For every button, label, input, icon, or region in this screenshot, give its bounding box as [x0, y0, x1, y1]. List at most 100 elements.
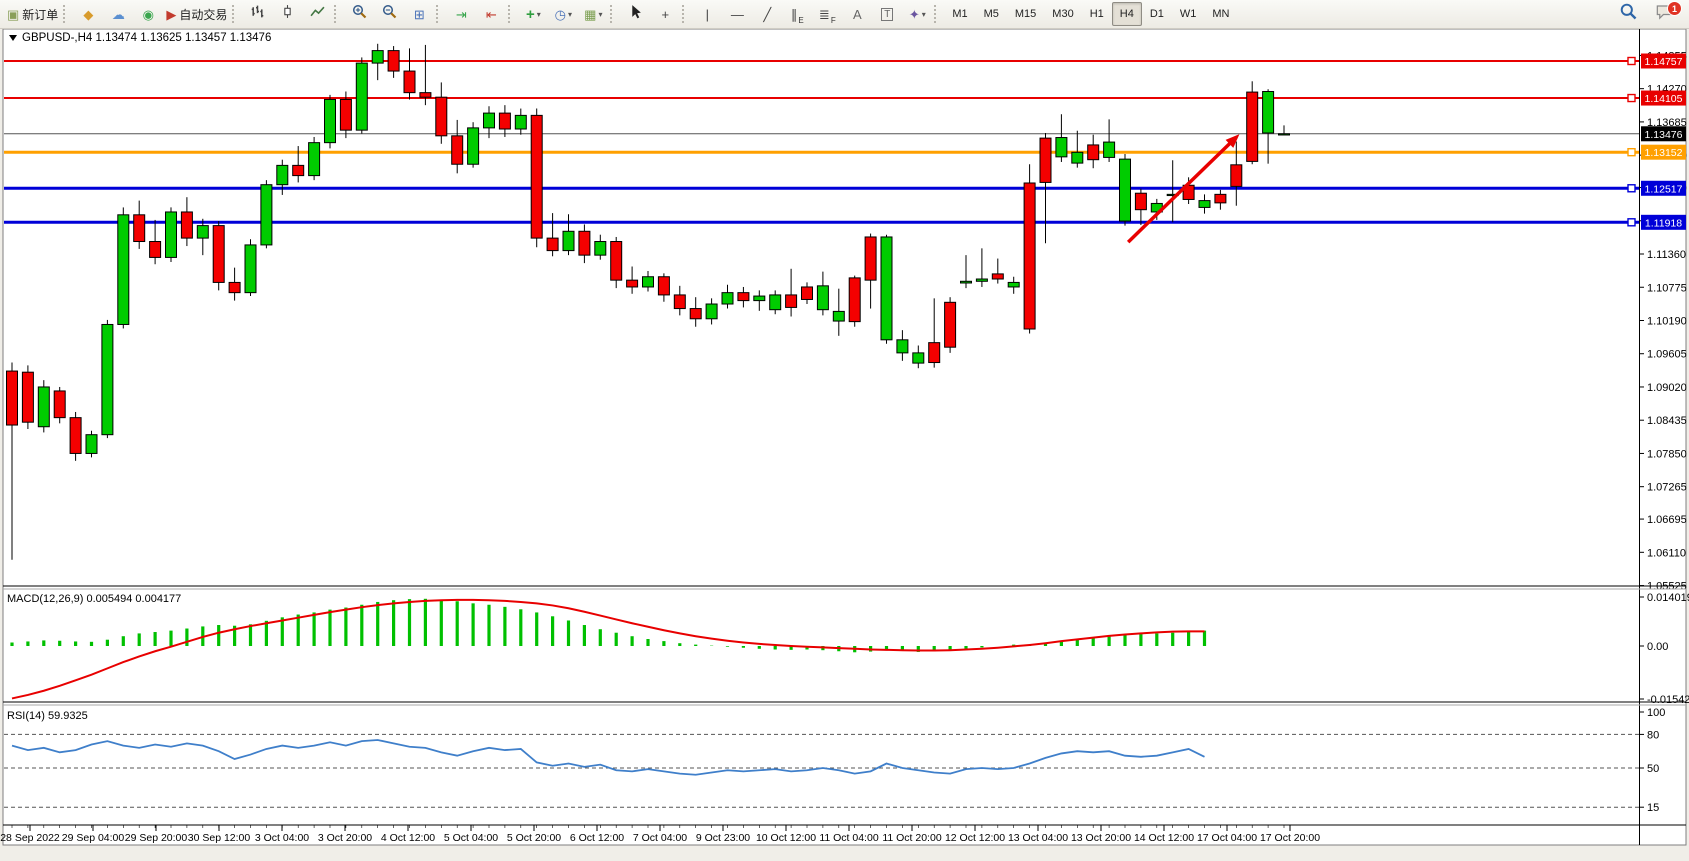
timeframe-button-m30[interactable]: M30	[1052, 8, 1074, 20]
line-handle[interactable]	[1627, 56, 1636, 66]
time-tick-label: 7 Oct 04:00	[633, 832, 687, 844]
chevron-down-icon[interactable]: ▾	[536, 9, 541, 19]
tile-windows-button[interactable]: ⊞	[404, 2, 434, 26]
templates-button[interactable]: ▦ ▾	[578, 2, 608, 26]
timeframe-button-mn[interactable]: MN	[1212, 8, 1230, 20]
timeframe-button-m5[interactable]: M5	[983, 8, 999, 20]
arrow-tools-button[interactable]: ✦ ▾	[902, 2, 932, 26]
candle-body	[1039, 137, 1052, 183]
horizontal-line-button[interactable]: —	[722, 2, 752, 26]
price-tick-label: 1.06110	[1647, 547, 1686, 559]
timeframe-button-w1[interactable]: W1	[1179, 8, 1197, 20]
horizontal-line-icon: —	[730, 6, 744, 22]
trendline-button[interactable]: ╱	[752, 2, 782, 26]
auto-scroll-icon: ⇥	[455, 6, 467, 22]
crosshair-icon: +	[661, 6, 670, 22]
line-handle[interactable]	[1627, 184, 1636, 193]
search-icon	[1620, 3, 1637, 25]
candle-body	[403, 70, 416, 94]
chart-shift-button[interactable]: ⇤	[476, 2, 506, 26]
market-watch-button[interactable]: ◆	[73, 2, 103, 26]
price-pane[interactable]: GBPUSD-,H4 1.13474 1.13625 1.13457 1.134…	[4, 19, 1639, 560]
zoom-out-button[interactable]	[374, 2, 404, 26]
candle-body	[705, 303, 718, 320]
channel-icon: ∥	[790, 6, 798, 22]
bar-chart-button[interactable]	[242, 2, 272, 26]
candle-body	[324, 98, 336, 144]
time-tick-label: 12 Oct 12:00	[945, 832, 1005, 844]
candle-body	[785, 294, 798, 308]
candle-body	[244, 244, 257, 294]
price-tick-label: 1.09020	[1647, 382, 1687, 394]
time-tick-label: 17 Oct 20:00	[1260, 832, 1320, 844]
rsi-pane[interactable]: RSI(14) 59.9325	[4, 710, 1639, 808]
price-badge-label: 1.14757	[1645, 56, 1683, 68]
candle-body	[1198, 200, 1211, 208]
timeframe-button-m15[interactable]: M15	[1014, 8, 1037, 20]
fibonacci-button[interactable]: ≣ F	[812, 2, 842, 26]
cursor-button[interactable]	[620, 2, 650, 26]
line-chart-icon	[310, 4, 325, 24]
candle-body	[928, 342, 941, 364]
candle-body	[483, 112, 495, 129]
time-tick-label: 28 Sep 2022	[0, 832, 60, 844]
publish-chart-button[interactable]: ☁	[103, 2, 133, 26]
text-label-button[interactable]: T	[872, 2, 902, 26]
template-chart-icon: ▦	[584, 6, 597, 22]
periods-button[interactable]: ◷ ▾	[548, 2, 578, 26]
chevron-down-icon[interactable]: ▾	[567, 9, 572, 19]
time-tick-label: 29 Sep 04:00	[62, 832, 125, 844]
autotrading-button[interactable]: ▶ 自动交易	[163, 2, 230, 26]
auto-scroll-button[interactable]: ⇥	[446, 2, 476, 26]
macd-pane[interactable]: MACD(12,26,9) 0.005494 0.004177	[7, 593, 1207, 700]
fibonacci-button-sub-letter: F	[830, 16, 836, 25]
price-badge	[1641, 53, 1686, 69]
candle-body	[801, 286, 813, 300]
crosshair-button[interactable]: +	[650, 2, 680, 26]
vertical-line-button[interactable]: |	[692, 2, 722, 26]
symbol-ohlc-header: GBPUSD-,H4 1.13474 1.13625 1.13457 1.134…	[22, 32, 271, 44]
timeframe-button-m1[interactable]: M1	[952, 8, 968, 20]
line-chart-button[interactable]	[302, 2, 332, 26]
chevron-down-icon[interactable]: ▾	[921, 9, 926, 19]
line-handle[interactable]	[1627, 93, 1636, 103]
text-button[interactable]: A	[842, 2, 872, 26]
line-handle[interactable]	[1627, 218, 1636, 227]
timeframe-button-h4[interactable]: H4	[1111, 2, 1142, 26]
search-button[interactable]	[1613, 2, 1643, 26]
macd-axis-label: 0.014019	[1647, 592, 1689, 604]
trend-arrow-head	[1225, 134, 1240, 148]
candle-body	[292, 164, 305, 177]
candle-body	[1103, 141, 1116, 158]
chevron-down-icon[interactable]: ▾	[598, 9, 603, 19]
candlestick-chart-button[interactable]	[272, 2, 302, 26]
rsi-axis-label: 100	[1647, 707, 1665, 719]
candle-body	[960, 280, 972, 284]
price-tick-label: 1.06695	[1647, 514, 1687, 526]
equidistant-channel-button[interactable]: ∥ E	[782, 2, 812, 26]
symbol-dropdown-icon[interactable]	[9, 35, 17, 41]
price-tick-label: 1.13685	[1647, 117, 1687, 129]
trend-arrow-annotation[interactable]	[1126, 140, 1233, 244]
indicators-button[interactable]: + ▾	[518, 2, 548, 26]
toolbar-right-group: 1	[1613, 1, 1689, 26]
time-tick-label: 13 Oct 04:00	[1008, 832, 1068, 844]
price-badge-label: 1.13476	[1645, 129, 1683, 141]
timeframe-button-h1[interactable]: H1	[1089, 8, 1104, 20]
zoom-in-button[interactable]	[344, 2, 374, 26]
candle-body	[149, 241, 162, 258]
timeframe-button-d1[interactable]: D1	[1149, 8, 1164, 20]
candle-body	[85, 434, 98, 454]
price-tick-label: 1.10775	[1647, 282, 1687, 294]
notifications-button[interactable]: 1	[1649, 1, 1682, 26]
new-order-button[interactable]: ▣ 新订单	[4, 2, 61, 26]
candle-body	[355, 62, 368, 131]
line-handle[interactable]	[1627, 147, 1636, 157]
candle-body	[6, 370, 18, 426]
time-tick-label: 17 Oct 04:00	[1197, 832, 1257, 844]
signals-button[interactable]: ◉	[133, 2, 163, 26]
candle-body	[896, 339, 909, 354]
candle-body	[435, 96, 448, 137]
